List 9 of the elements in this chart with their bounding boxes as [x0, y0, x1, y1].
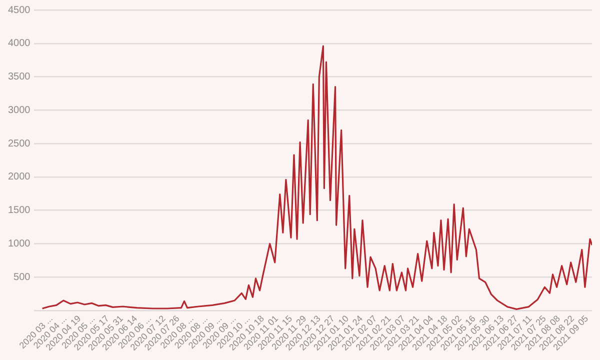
y-tick-label: 2000: [8, 172, 31, 183]
y-tick-label: 2500: [8, 138, 31, 150]
y-tick-label: 3000: [8, 104, 31, 116]
y-tick-label: 3500: [8, 72, 31, 83]
y-tick-label: 500: [14, 272, 31, 283]
y-tick-label: 1500: [8, 205, 31, 216]
y-tick-label: 1000: [8, 238, 31, 250]
y-tick-label: 4500: [8, 4, 31, 16]
y-tick-label: 4000: [8, 38, 31, 50]
